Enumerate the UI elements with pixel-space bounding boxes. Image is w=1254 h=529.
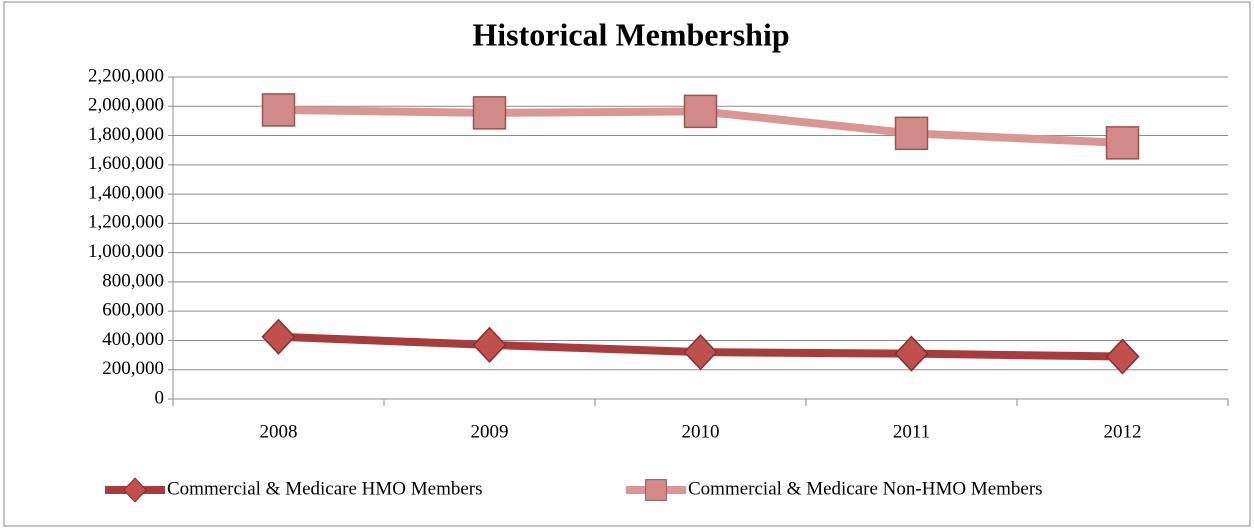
series-marker — [1105, 338, 1140, 375]
legend-label: Commercial & Medicare HMO Members — [167, 478, 483, 499]
y-tick-label: 2,000,000 — [88, 95, 164, 116]
y-tick-label: 0 — [155, 387, 165, 408]
series-marker — [683, 94, 718, 129]
y-tick-label: 1,000,000 — [88, 241, 164, 262]
y-tick-label: 2,200,000 — [88, 65, 164, 86]
x-tick-label: 2010 — [682, 421, 720, 442]
y-tick-label: 200,000 — [102, 358, 164, 379]
y-tick-label: 1,600,000 — [88, 153, 164, 174]
y-tick-label: 400,000 — [102, 329, 164, 350]
chart-border — [3, 1, 1251, 527]
series-marker — [894, 335, 929, 372]
y-tick-label: 1,400,000 — [88, 182, 164, 203]
series-marker — [472, 96, 507, 130]
y-tick-label: 1,800,000 — [88, 124, 164, 145]
x-tick-label: 2009 — [471, 421, 509, 442]
legend-label: Commercial & Medicare Non-HMO Members — [688, 478, 1043, 499]
y-tick-label: 1,200,000 — [88, 212, 164, 233]
y-tick-label: 600,000 — [102, 300, 164, 321]
x-tick-label: 2012 — [1104, 421, 1142, 442]
series-marker — [472, 326, 507, 363]
series-marker — [1105, 126, 1140, 160]
x-tick-label: 2011 — [893, 421, 930, 442]
series-marker — [683, 334, 718, 371]
legend-marker — [123, 477, 147, 503]
y-tick-label: 800,000 — [102, 270, 164, 291]
legend-marker — [645, 479, 667, 501]
chart-title: Historical Membership — [472, 16, 789, 52]
x-tick-label: 2008 — [260, 421, 298, 442]
series-marker — [261, 93, 296, 127]
series-marker — [261, 318, 296, 355]
series-marker — [894, 116, 929, 151]
